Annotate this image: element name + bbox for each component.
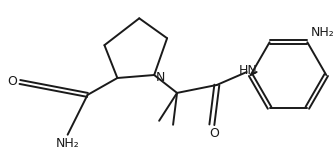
Text: N: N xyxy=(156,71,165,84)
Text: HN: HN xyxy=(238,64,257,77)
Text: O: O xyxy=(7,75,17,89)
Text: NH₂: NH₂ xyxy=(56,137,80,150)
Text: NH₂: NH₂ xyxy=(310,26,334,39)
Text: O: O xyxy=(209,127,219,140)
